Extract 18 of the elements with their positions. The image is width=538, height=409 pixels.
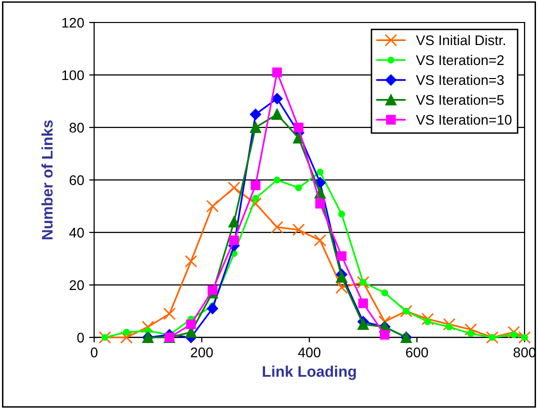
y-tick-label: 0 [77, 332, 84, 343]
x-tick-label: 0 [90, 348, 98, 358]
legend-label: VS Iteration=2 [416, 54, 504, 66]
y-tick-label: 20 [70, 280, 84, 290]
y-tick-label: 40 [69, 228, 84, 238]
legend-label: VS Iteration=5 [416, 94, 504, 105]
x-tick-label: 400 [298, 348, 320, 358]
y-tick-label: 120 [62, 18, 84, 28]
y-tick-label: 60 [70, 175, 84, 186]
y-tick-label: 100 [62, 70, 84, 80]
x-tick-label: 200 [190, 348, 213, 358]
legend-label: VS Iteration=10 [416, 114, 512, 125]
y-tick-label: 80 [70, 122, 84, 133]
legend-label: VS Initial Distr. [416, 34, 505, 46]
legend-label: VS Iteration=3 [416, 74, 504, 85]
x-axis-title: Link Loading [262, 366, 356, 380]
x-tick-label: 600 [406, 348, 428, 358]
y-axis-title: Number of Links [41, 120, 53, 240]
